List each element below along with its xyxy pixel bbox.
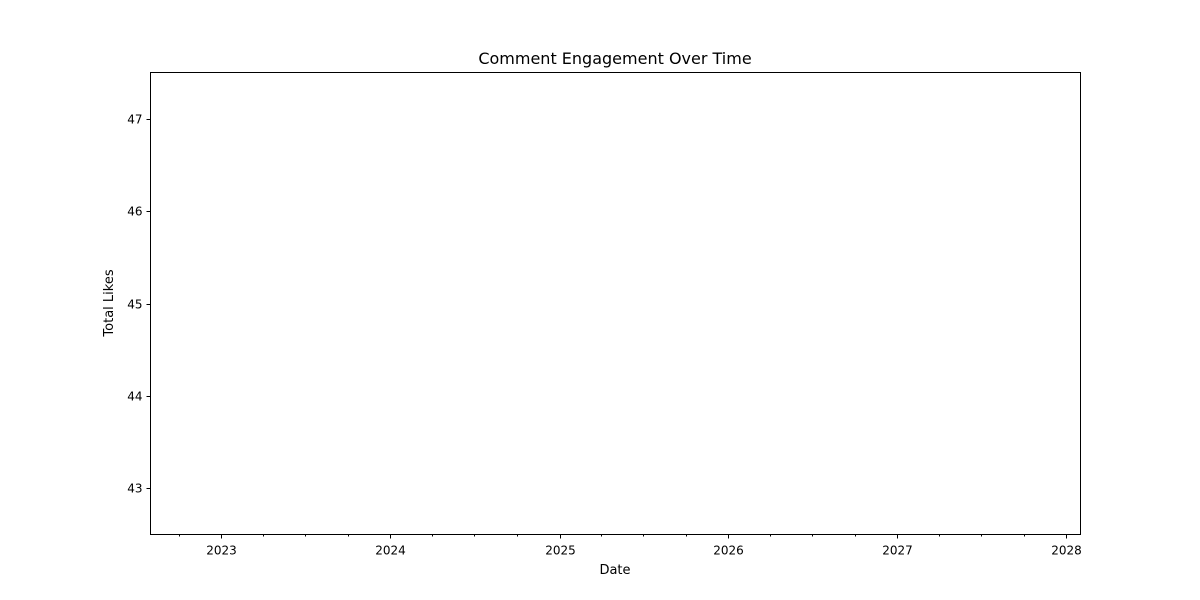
x-axis: 2023 2024 2025 2026 2027 2028	[179, 534, 1082, 558]
chart-title: Comment Engagement Over Time	[478, 49, 751, 68]
x-tick-label: 2023	[206, 544, 237, 558]
y-axis-label: Total Likes	[102, 269, 117, 337]
plot-area	[150, 72, 1081, 535]
y-tick-label: 47	[127, 113, 142, 127]
x-axis-label: Date	[599, 563, 630, 578]
x-tick-label: 2027	[882, 544, 913, 558]
x-tick-label: 2028	[1051, 544, 1082, 558]
x-tick-label: 2026	[713, 544, 744, 558]
x-tick-label: 2025	[545, 544, 576, 558]
y-tick-label: 46	[127, 205, 142, 219]
x-tick-label: 2024	[375, 544, 406, 558]
y-tick-label: 44	[127, 390, 142, 404]
y-tick-label: 43	[127, 482, 142, 496]
y-tick-label: 45	[127, 298, 142, 312]
y-axis: 43 44 45 46 47	[127, 113, 151, 496]
